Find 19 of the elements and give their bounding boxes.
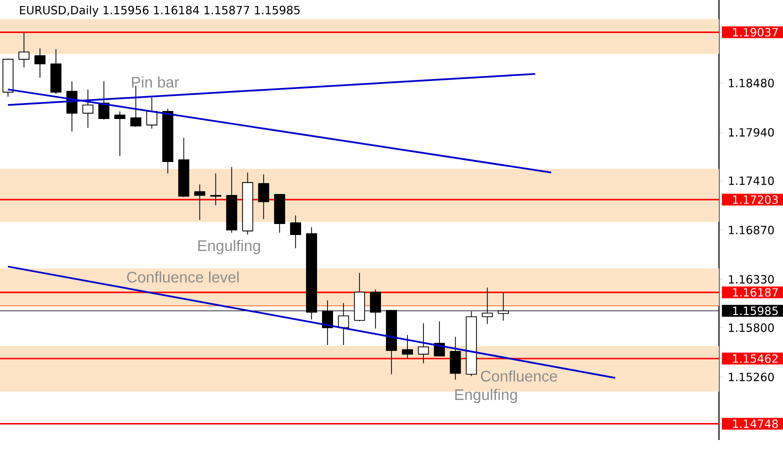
annotation: Engulfing [455, 388, 517, 404]
ref-line-label: 1.19037 [733, 28, 778, 37]
ref-line-label: 1.17203 [733, 195, 778, 204]
y-tick-label: 1.15800 [728, 323, 774, 332]
ref-line-label: 1.16187 [733, 288, 778, 297]
ref-line-label: 1.15462 [733, 354, 778, 363]
y-tick-label: 1.15260 [728, 372, 774, 382]
annotation: Pin bar [132, 76, 180, 88]
annotation: Confluence level [127, 271, 239, 283]
y-tick-label: 1.16330 [728, 275, 774, 284]
ref-line-label: 1.15985 [733, 306, 778, 316]
chart-title: EURUSD,Daily 1.15956 1.16184 1.15877 1.15985 [20, 6, 300, 17]
y-tick-label: 1.17940 [728, 128, 774, 137]
annotation: Confluence [480, 370, 558, 382]
ref-line-label: 1.14748 [733, 419, 778, 428]
y-tick-label: 1.18480 [728, 78, 774, 88]
y-tick-label: 1.16870 [728, 226, 774, 234]
y-tick-label: 1.17410 [728, 176, 774, 186]
annotation: Engulfing [198, 240, 260, 254]
